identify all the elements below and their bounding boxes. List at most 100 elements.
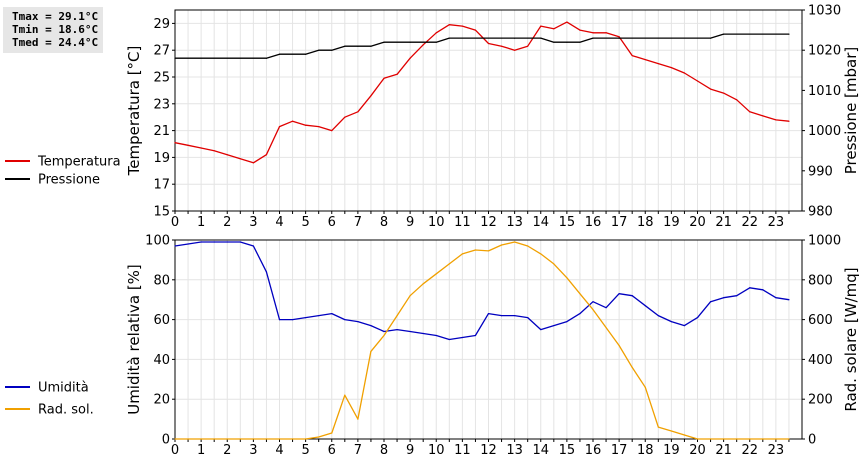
data-point (305, 53, 307, 55)
data-point (696, 80, 699, 82)
data-point (657, 426, 659, 428)
data-point (422, 44, 424, 46)
data-point (631, 295, 633, 297)
data-point (670, 430, 672, 432)
legend-label: Rad. sol. (38, 403, 94, 418)
data-point (422, 283, 424, 285)
data-point (736, 438, 738, 440)
x-tick-label: 10 (428, 443, 445, 458)
x-tick-label: 11 (454, 443, 471, 458)
data-point (200, 147, 202, 149)
data-point (370, 45, 372, 47)
data-point (540, 328, 542, 331)
data-point (618, 293, 620, 295)
x-tick-label: 14 (532, 215, 549, 230)
x-tick-label: 6 (328, 215, 336, 230)
plot-frame (174, 239, 803, 440)
data-point (723, 33, 725, 35)
data-point (396, 315, 398, 317)
x-tick-label: 21 (715, 215, 732, 230)
data-point (579, 29, 581, 31)
data-point (448, 37, 450, 39)
x-tick-label: 7 (354, 215, 362, 230)
data-point (278, 53, 281, 55)
data-point (670, 67, 672, 69)
data-point (265, 438, 268, 440)
x-tick-label: 12 (480, 443, 497, 458)
data-point (500, 315, 503, 317)
data-point (370, 95, 372, 97)
y-left-tick-label: 17 (153, 178, 170, 193)
data-point (723, 297, 725, 299)
series-line-rad-sol (175, 241, 789, 440)
data-point (566, 320, 568, 323)
y-right-tick-label: 1010 (808, 84, 841, 99)
data-point (592, 309, 594, 311)
data-point (566, 21, 568, 23)
data-point (709, 301, 712, 303)
y-left-tick-label: 100 (145, 234, 170, 249)
data-point (644, 386, 646, 388)
y-right-tick-label: 600 (808, 313, 833, 328)
y-right-tick-label: 990 (808, 164, 833, 179)
data-point (265, 57, 268, 59)
data-point (278, 319, 281, 321)
y-left-tick-label: 60 (153, 313, 170, 328)
x-tick-label: 19 (663, 215, 680, 230)
data-point (775, 438, 777, 440)
x-tick-label: 19 (663, 443, 680, 458)
data-point (252, 245, 254, 247)
data-point (514, 315, 516, 317)
x-tick-label: 13 (506, 443, 523, 458)
data-point (331, 130, 333, 132)
data-point (344, 319, 346, 321)
data-point (749, 111, 751, 113)
y-left-tick-label: 0 (162, 433, 170, 448)
series-line-temperatura (174, 21, 789, 164)
data-point (696, 438, 699, 440)
data-point (762, 438, 764, 440)
data-point (487, 250, 490, 252)
data-point (278, 125, 281, 128)
y-right-tick-label: 200 (808, 393, 833, 408)
y-right-tick-label: 980 (808, 205, 833, 220)
x-tick-label: 18 (637, 443, 654, 458)
data-point (709, 37, 712, 39)
data-point (278, 438, 281, 440)
x-tick-label: 9 (406, 215, 414, 230)
data-point (553, 324, 555, 327)
tmax-text: Tmax = 29.1°C (12, 10, 99, 23)
data-point (579, 293, 581, 295)
data-point (435, 41, 437, 43)
data-point (239, 438, 241, 440)
data-point (239, 241, 241, 243)
data-point (644, 58, 646, 61)
data-point (435, 32, 437, 34)
y-left-tick-label: 40 (153, 353, 170, 368)
data-point (788, 438, 790, 440)
data-point (200, 241, 202, 243)
data-point (409, 330, 411, 333)
data-point (226, 438, 228, 440)
data-point (487, 42, 490, 45)
data-point (252, 162, 254, 164)
y-right-axis-label: Pressione [mbar] (842, 47, 860, 175)
data-point (788, 33, 790, 35)
data-point (435, 273, 437, 275)
data-point (174, 57, 176, 59)
data-point (474, 334, 477, 337)
data-point (683, 434, 686, 436)
y-left-axis-label: Umidità relativa [%] (125, 264, 143, 415)
x-tick-label: 4 (275, 443, 283, 458)
series-line-umidit (174, 241, 789, 341)
x-tick-label: 10 (428, 215, 445, 230)
data-point (709, 88, 712, 90)
data-point (500, 244, 503, 246)
data-point (474, 29, 477, 31)
x-tick-label: 21 (715, 443, 732, 458)
y-left-tick-label: 20 (153, 393, 170, 408)
data-point (331, 313, 333, 315)
data-point (461, 25, 463, 27)
data-point (670, 320, 672, 323)
data-point (213, 241, 215, 243)
